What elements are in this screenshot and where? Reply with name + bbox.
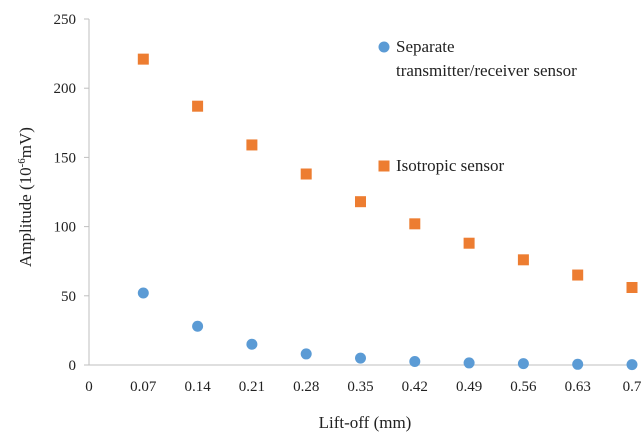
y-tick-label: 50	[61, 289, 76, 305]
data-point-isotropic	[572, 269, 584, 281]
y-axis-title-main: Amplitude (10	[16, 167, 35, 267]
data-point-separate	[355, 352, 366, 364]
legend-marker-circle	[378, 41, 390, 53]
y-tick-labels: 0 50 100 150 200 250	[54, 12, 89, 374]
x-tick-label: 0.56	[510, 379, 537, 395]
legend-label: transmitter/receiver sensor	[396, 61, 577, 80]
legend-marker-square	[378, 160, 390, 172]
data-point-isotropic	[355, 196, 366, 208]
y-tick-label: 250	[54, 12, 77, 28]
data-point-separate	[517, 358, 529, 370]
y-tick-label: 0	[69, 358, 77, 374]
data-point-separate	[409, 356, 421, 368]
data-point-isotropic	[192, 100, 204, 112]
data-point-isotropic	[409, 218, 421, 230]
legend-label: Isotropic sensor	[396, 156, 504, 175]
data-point-separate	[300, 348, 312, 360]
data-points	[137, 53, 638, 371]
x-tick-label: 0.21	[239, 379, 265, 395]
y-axis-title-sup: -6	[16, 158, 28, 168]
data-point-separate	[463, 357, 475, 369]
data-point-isotropic	[626, 281, 638, 293]
y-tick-label: 100	[54, 220, 77, 236]
axes	[88, 19, 632, 366]
x-tick-label: 0.42	[402, 379, 428, 395]
legend: Separate transmitter/receiver sensor Isotr…	[378, 37, 577, 175]
data-point-separate	[572, 358, 584, 370]
data-point-separate	[192, 320, 204, 332]
data-point-isotropic	[300, 168, 312, 180]
data-point-isotropic	[517, 254, 529, 266]
x-tick-label: 0.28	[293, 379, 319, 395]
y-tick-label: 200	[54, 81, 77, 97]
x-tick-label: 0.07	[130, 379, 157, 395]
x-tick-label: 0.63	[565, 379, 591, 395]
data-point-isotropic	[246, 139, 258, 151]
data-point-separate	[137, 287, 149, 299]
x-tick-label: 0	[85, 379, 93, 395]
x-tick-label: 0.49	[456, 379, 482, 395]
data-point-isotropic	[463, 237, 475, 249]
data-point-separate	[626, 359, 638, 371]
y-axis-title: Amplitude (10-6mV)	[16, 127, 35, 267]
x-tick-labels: 0 0.07 0.14 0.21 0.28 0.35 0.42 0.49 0.56 0.63 0.7	[85, 379, 642, 395]
legend-label: Separate	[396, 37, 455, 56]
data-point-separate	[246, 338, 258, 350]
x-tick-label: 0.35	[347, 379, 373, 395]
x-tick-label: 0.7	[623, 379, 642, 395]
y-axis-title-tail: mV)	[16, 127, 35, 158]
y-tick-label: 150	[54, 150, 77, 166]
x-axis-title: Lift-off (mm)	[319, 413, 412, 432]
x-tick-label: 0.14	[184, 379, 211, 395]
data-point-isotropic	[137, 53, 149, 65]
